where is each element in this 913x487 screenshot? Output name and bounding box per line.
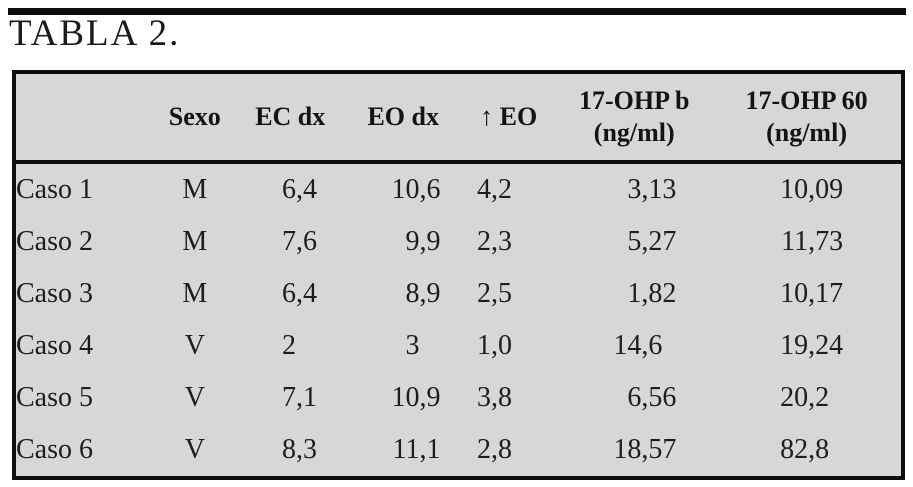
cell-inc-eo: 1,0	[476, 330, 512, 361]
cell-ec-dx: 8,3	[281, 434, 317, 465]
cell-ohp-60: 82,8	[780, 434, 830, 465]
cell-eo-dx: 8,9	[405, 278, 441, 309]
cell-eo-dx: 9,9	[405, 226, 441, 257]
cell-inc-eo: 3,8	[476, 382, 512, 413]
col-header-sexo: Sexo	[154, 72, 235, 164]
cell-ohp-basal: 18,57	[613, 434, 677, 465]
table-row: Caso 5 V 7,1 10,9 3,8 6,56 20,2	[14, 372, 903, 424]
cell-ec-dx: 7,6	[281, 226, 317, 257]
header-row: Sexo EC dx EO dx ↑ EO 17-OHP b (ng/ml) 17-OHP…	[14, 72, 903, 164]
cell-sexo: V	[184, 382, 205, 413]
col-header-eo-dx: EO dx	[345, 72, 461, 164]
data-table: Sexo EC dx EO dx ↑ EO 17-OHP b (ng/ml) 17-OHP…	[12, 70, 905, 480]
col-header-ohp-60: 17-OHP 60 (ng/ml)	[712, 72, 903, 164]
cell-eo-dx: 3	[405, 330, 420, 361]
cell-case-label: Caso 5	[16, 382, 93, 413]
cell-eo-dx: 10,6	[391, 174, 441, 205]
cell-case-label: Caso 4	[16, 330, 93, 361]
cell-ec-dx: 6,4	[281, 278, 317, 309]
cell-inc-eo: 4,2	[476, 174, 512, 205]
cell-ohp-60: 10,09	[780, 174, 844, 205]
col-header-case	[14, 72, 155, 164]
cell-sexo: M	[182, 278, 208, 309]
table-title: TABLA 2.	[9, 13, 181, 54]
cell-ohp-basal: 3,13	[627, 174, 677, 205]
cell-inc-eo: 2,8	[476, 434, 512, 465]
cell-ohp-basal: 14,6	[613, 330, 663, 361]
table-row: Caso 6 V 8,3 11,1 2,8 18,57 82,8	[14, 424, 903, 478]
title-top-rule	[8, 8, 906, 15]
cell-ohp-basal: 5,27	[627, 226, 677, 257]
cell-eo-dx: 10,9	[391, 382, 441, 413]
cell-eo-dx: 11,1	[392, 434, 441, 465]
table-body: Caso 1 M 6,4 10,6 4,2 3,13 10,09 Caso 2 M 7,6 9,9 2…	[14, 162, 903, 478]
cell-inc-eo: 2,3	[476, 226, 512, 257]
table-row: Caso 3 M 6,4 8,9 2,5 1,82 10,17	[14, 268, 903, 320]
cell-case-label: Caso 6	[16, 434, 93, 465]
cell-ec-dx: 7,1	[281, 382, 317, 413]
cell-ec-dx: 6,4	[281, 174, 317, 205]
table-row: Caso 2 M 7,6 9,9 2,3 5,27 11,73	[14, 216, 903, 268]
col-header-ohp-basal: 17-OHP b (ng/ml)	[556, 72, 713, 164]
cell-case-label: Caso 2	[16, 226, 93, 257]
cell-ohp-60: 11,73	[781, 226, 844, 257]
cell-ohp-basal: 1,82	[627, 278, 677, 309]
cell-ohp-60: 10,17	[780, 278, 844, 309]
cell-ohp-60: 20,2	[780, 382, 830, 413]
table-row: Caso 4 V 2 3 1,0 14,6 19,24	[14, 320, 903, 372]
col-header-inc-eo: ↑ EO	[460, 72, 557, 164]
cell-ohp-basal: 6,56	[627, 382, 677, 413]
cell-case-label: Caso 1	[16, 174, 93, 205]
cell-case-label: Caso 3	[16, 278, 93, 309]
cell-inc-eo: 2,5	[476, 278, 512, 309]
cell-ec-dx: 2	[281, 330, 296, 361]
table-row: Caso 1 M 6,4 10,6 4,2 3,13 10,09	[14, 162, 903, 216]
cell-sexo: M	[182, 226, 208, 257]
cell-ohp-60: 19,24	[780, 330, 844, 361]
table-header: Sexo EC dx EO dx ↑ EO 17-OHP b (ng/ml) 17-OHP…	[14, 72, 903, 164]
cell-sexo: V	[184, 434, 205, 465]
cell-sexo: M	[182, 174, 208, 205]
cell-sexo: V	[184, 330, 205, 361]
col-header-ec-dx: EC dx	[234, 72, 346, 164]
